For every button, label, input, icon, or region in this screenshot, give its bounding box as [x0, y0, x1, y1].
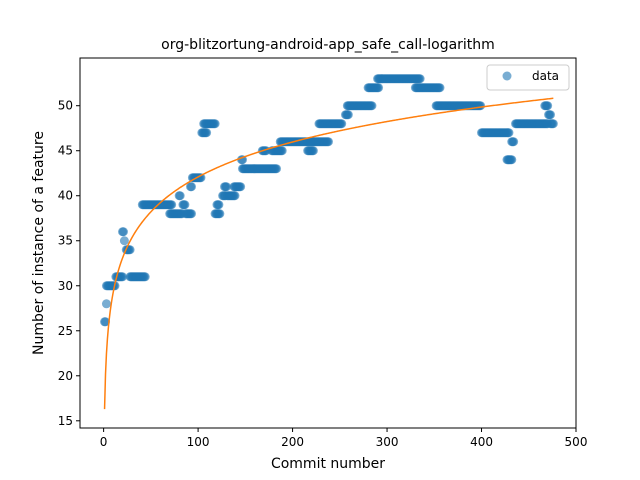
data-point — [230, 191, 240, 201]
data-point — [186, 182, 196, 192]
data-point — [196, 173, 206, 183]
data-point — [210, 119, 220, 129]
data-point — [118, 272, 128, 282]
data-point — [101, 317, 111, 327]
plot-area — [80, 58, 576, 428]
data-point — [180, 200, 190, 210]
x-tick-label: 400 — [470, 435, 493, 449]
legend: data — [486, 64, 570, 91]
data-point — [476, 101, 486, 111]
data-point — [415, 74, 425, 84]
y-tick-label: 20 — [58, 369, 73, 383]
y-tick-label: 30 — [58, 279, 73, 293]
data-point — [214, 200, 224, 210]
y-axis-ticks: 15 20 25 30 35 40 45 50 — [58, 99, 80, 428]
chart-title: org-blitzortung-android-app_safe_call-lo… — [161, 37, 495, 53]
data-point — [545, 110, 555, 120]
y-axis-label: Number of instance of a feature — [31, 131, 47, 355]
data-point — [118, 227, 128, 237]
data-point — [140, 272, 150, 282]
data-point — [125, 245, 135, 255]
fit-curve-group — [103, 97, 554, 410]
data-point — [119, 236, 129, 246]
x-tick-label: 200 — [281, 435, 304, 449]
axes-frame — [79, 57, 577, 429]
x-axis-label: Commit number — [271, 456, 385, 472]
x-tick-label: 100 — [187, 435, 210, 449]
data-point — [277, 146, 287, 156]
data-point — [221, 182, 231, 192]
y-tick-label: 35 — [58, 234, 73, 248]
data-point — [323, 137, 333, 147]
data-point — [337, 119, 347, 129]
data-point — [509, 137, 519, 147]
data-point — [236, 182, 246, 192]
data-point — [101, 299, 111, 309]
data-point — [507, 155, 517, 165]
data-point — [308, 146, 318, 156]
data-point — [175, 191, 185, 201]
legend-label-data: data — [532, 69, 559, 83]
data-point — [543, 101, 553, 111]
x-tick-label: 300 — [376, 435, 399, 449]
data-point — [215, 209, 225, 219]
data-point — [367, 101, 377, 111]
x-axis-ticks: 0 100 200 300 400 500 — [100, 428, 588, 449]
data-point — [167, 200, 177, 210]
y-tick-label: 25 — [58, 324, 73, 338]
data-point — [504, 128, 514, 138]
fit-curve — [103, 97, 554, 410]
data-point — [548, 119, 558, 129]
x-tick-label: 0 — [100, 435, 108, 449]
data-point — [374, 83, 384, 93]
y-tick-label: 45 — [58, 144, 73, 158]
data-point — [272, 164, 282, 174]
data-point — [202, 128, 212, 138]
y-tick-label: 50 — [58, 99, 73, 113]
data-point — [435, 83, 445, 93]
legend-box — [486, 64, 570, 91]
y-tick-label: 15 — [58, 414, 73, 428]
legend-marker-data — [502, 71, 512, 81]
y-tick-label: 40 — [58, 189, 73, 203]
x-tick-label: 500 — [565, 435, 588, 449]
data-point — [343, 110, 353, 120]
data-point — [186, 209, 196, 219]
